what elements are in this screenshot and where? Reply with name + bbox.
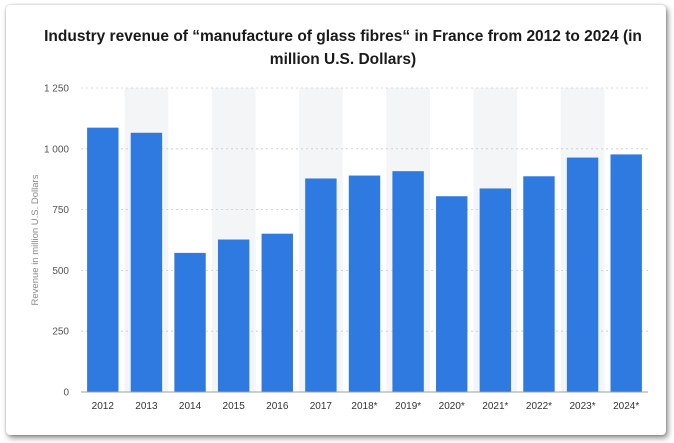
x-tick-label: 2020*	[439, 401, 465, 412]
bar[interactable]	[523, 176, 555, 392]
chart-title: Industry revenue of “manufacture of glas…	[44, 28, 642, 68]
x-tick-label: 2018*	[351, 401, 377, 412]
bars	[87, 127, 642, 393]
x-tick-label: 2022*	[526, 401, 552, 412]
y-tick-label: 250	[52, 327, 69, 338]
bar[interactable]	[436, 196, 468, 392]
bar[interactable]	[130, 132, 163, 393]
y-tick-label: 0	[63, 388, 69, 399]
bar[interactable]	[610, 154, 642, 392]
bar[interactable]	[566, 157, 599, 392]
bar[interactable]	[174, 252, 206, 392]
bar[interactable]	[217, 239, 250, 392]
y-tick-label: 1 250	[44, 84, 69, 95]
y-tick-label: 500	[52, 266, 69, 277]
x-tick-label: 2021*	[482, 401, 508, 412]
x-tick-label: 2015	[223, 401, 246, 412]
x-tick-label: 2017	[310, 401, 333, 412]
x-tick-label: 2016	[266, 401, 289, 412]
x-tick-label: 2019*	[395, 401, 421, 412]
x-tick-label: 2012	[92, 401, 115, 412]
y-axis-label: Revenue in million U.S. Dollars	[30, 174, 41, 305]
bar[interactable]	[305, 178, 337, 392]
x-axis-ticks: 2012 2013 2014 2015 2016 2017 2018* 2019* 2020* 2…	[92, 401, 640, 412]
y-tick-label: 1 000	[44, 144, 69, 155]
x-tick-label: 2013	[135, 401, 158, 412]
x-tick-label: 2014	[179, 401, 202, 412]
y-axis-ticks: 0 250 500 750 1 000 1 250	[44, 84, 69, 399]
bar[interactable]	[348, 175, 381, 392]
bar[interactable]	[479, 188, 512, 392]
y-tick-label: 750	[52, 205, 69, 216]
x-tick-label: 2023*	[570, 401, 596, 412]
bar[interactable]	[261, 233, 293, 392]
x-tick-label: 2024*	[613, 401, 639, 412]
bar[interactable]	[392, 171, 424, 392]
bar[interactable]	[87, 127, 119, 392]
